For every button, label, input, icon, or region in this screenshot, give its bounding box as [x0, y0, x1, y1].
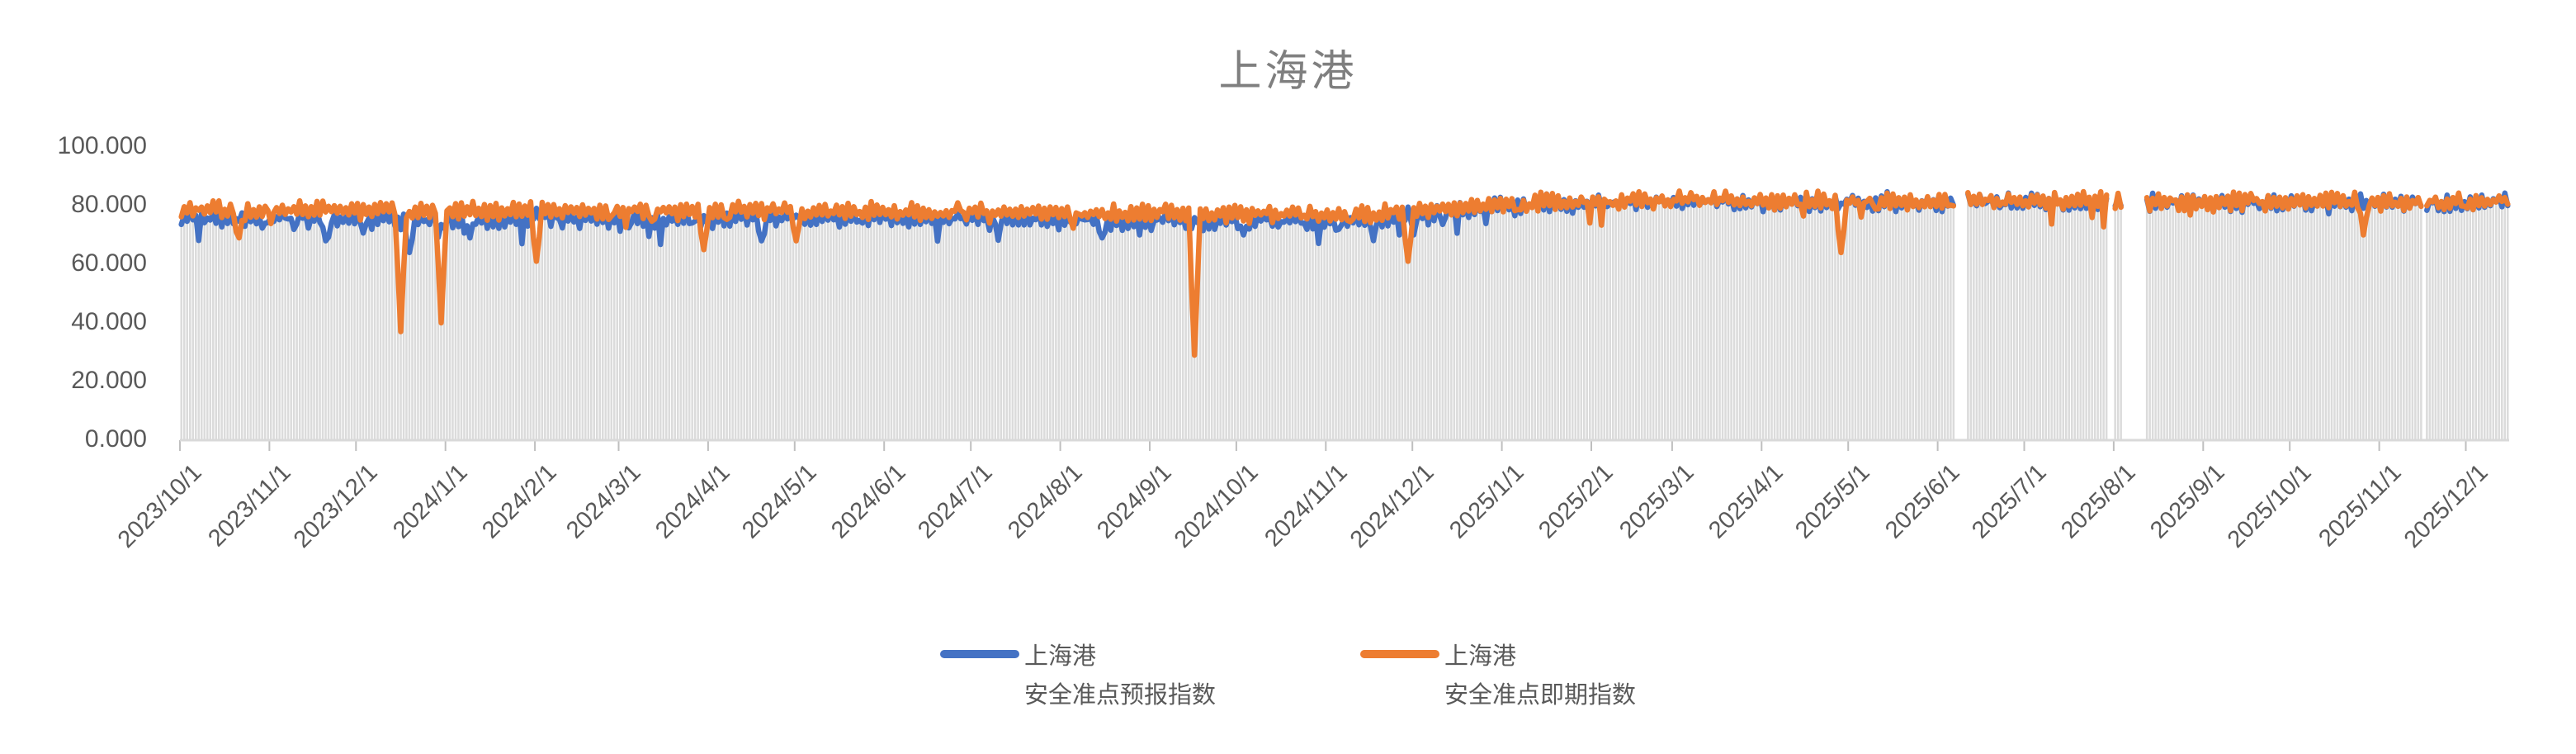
x-axis-ticks: [179, 440, 2467, 451]
chart-title: 上海港: [1218, 48, 1358, 96]
legend: 上海港 安全准点预报指数 上海港 安全准点即期指数: [0, 638, 2576, 715]
y-axis-label: 60.000: [71, 249, 147, 277]
legend-label-spot: 上海港 安全准点即期指数: [1444, 638, 1636, 715]
legend-forecast-port: 上海港: [1023, 643, 1096, 670]
legend-spot-port: 上海港: [1444, 643, 1517, 670]
daily-bars: [180, 192, 2509, 441]
y-axis-label: 40.000: [71, 308, 147, 335]
y-axis-label: 100.000: [57, 132, 147, 159]
spot-line-swatch: [1360, 650, 1439, 658]
spot-line: [178, 188, 2511, 358]
legend-label-forecast: 上海港 安全准点预报指数: [1024, 638, 1216, 715]
forecast-line-swatch: [939, 650, 1019, 658]
y-axis-label: 20.000: [71, 367, 147, 394]
y-axis-label: 80.000: [71, 191, 147, 218]
legend-item-spot: 上海港 安全准点即期指数: [1360, 638, 1636, 715]
legend-spot-index: 安全准点即期指数: [1444, 682, 1637, 709]
y-axis-label: 0.000: [84, 425, 147, 453]
legend-item-forecast: 上海港 安全准点预报指数: [939, 638, 1216, 715]
legend-forecast-index: 安全准点预报指数: [1023, 682, 1216, 709]
